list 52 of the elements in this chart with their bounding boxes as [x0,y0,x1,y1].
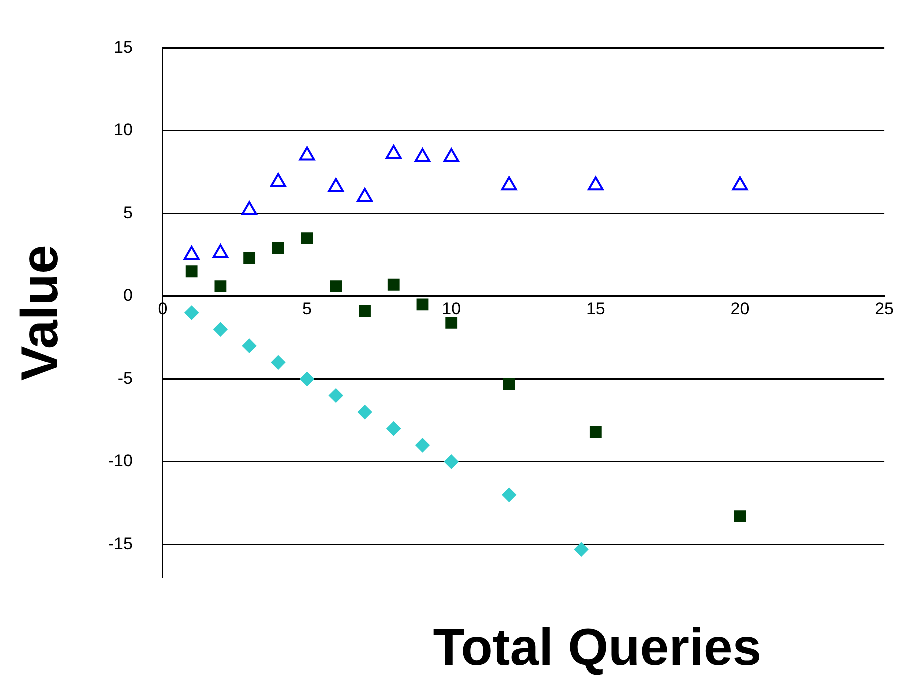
y-axis-title: Value [12,245,70,381]
point [329,388,344,403]
point [358,405,372,420]
point [414,148,431,162]
point [242,339,257,354]
point [734,510,746,523]
point [386,422,401,436]
x-axis-title: Total Queries [432,618,763,678]
point [386,145,402,160]
point [357,188,373,202]
point [242,201,258,216]
point [184,246,200,260]
point [444,454,459,469]
x-tick-label: 25 [875,299,894,318]
x-tick-label: 20 [730,299,750,318]
point [574,542,588,557]
point [272,242,284,254]
y-tick-label: 15 [114,38,133,57]
point [212,244,229,258]
point [501,176,518,191]
point [270,173,286,188]
x-tick-label: 10 [442,299,462,318]
point [328,178,344,192]
point [503,378,516,390]
point [590,426,602,438]
point [446,316,458,329]
point [502,488,516,502]
point [588,176,604,191]
point [732,176,748,191]
point [359,305,371,318]
y-tick-label: -5 [118,368,133,388]
point [416,298,429,311]
x-tick-label: 5 [302,299,312,318]
y-tick-label: -15 [108,534,133,554]
point [271,356,286,370]
point [300,372,314,386]
point [301,232,314,244]
point [299,146,316,161]
y-tick-label: 0 [124,286,133,306]
point [214,280,227,292]
point [416,438,430,452]
y-tick-label: -10 [108,452,133,471]
point [184,306,199,320]
point [444,148,460,162]
y-tick-label: 10 [114,120,133,140]
point [214,322,228,337]
point [244,252,256,264]
x-tick-label: 15 [586,299,606,318]
point [186,266,198,278]
point [388,278,400,291]
y-tick-label: 5 [124,203,133,222]
point [330,280,342,292]
